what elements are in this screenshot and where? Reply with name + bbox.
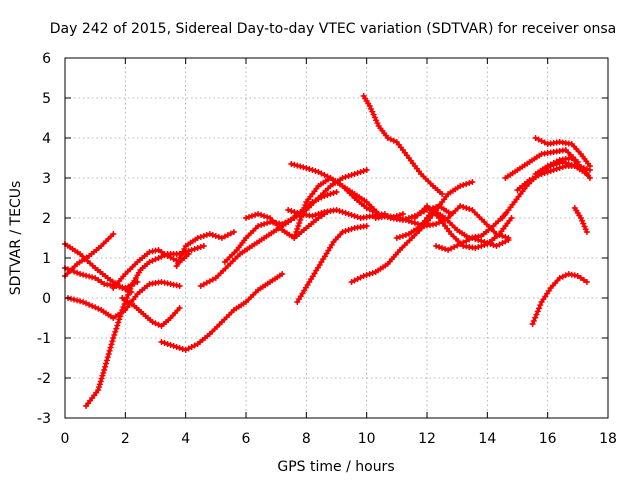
series-plus-markers (158, 271, 286, 353)
x-tick-label: 4 (181, 431, 190, 447)
y-tick-label: -1 (37, 331, 51, 347)
series-arc-29 (571, 205, 590, 235)
series-plus-markers (62, 231, 117, 279)
series-plus-markers (532, 135, 593, 169)
series-arc-08 (158, 271, 286, 353)
series-plus-markers (571, 205, 590, 235)
y-axis-ticks: -3 -2 -1 0 1 2 3 4 5 6 (37, 51, 608, 427)
x-tick-label: 14 (478, 431, 496, 447)
y-axis-label: SDTVAR / TECUs (8, 181, 24, 296)
chart-title: Day 242 of 2015, Sidereal Day-to-day VTE… (50, 21, 617, 37)
series-plus-markers (411, 203, 515, 251)
series-plus-markers (83, 243, 207, 409)
x-tick-label: 10 (358, 431, 376, 447)
grid-lines (65, 58, 608, 418)
y-tick-label: 3 (42, 171, 51, 187)
series-arc-21 (411, 203, 515, 251)
data-series (62, 93, 593, 409)
series-plus-markers (529, 271, 590, 327)
series-arc-27 (532, 155, 593, 181)
series-arc-09 (173, 229, 237, 269)
series-arc-18 (360, 93, 446, 197)
series-plus-markers (502, 147, 581, 181)
y-tick-label: 2 (42, 211, 51, 227)
series-arc-07 (119, 295, 183, 329)
x-tick-label: 0 (61, 431, 70, 447)
series-line (295, 224, 369, 304)
series-arc-26 (532, 135, 593, 169)
series-plus-markers (532, 155, 593, 181)
y-tick-label: -3 (37, 411, 51, 427)
series-arc-22 (433, 235, 512, 253)
x-tick-label: 2 (121, 431, 130, 447)
series-plus-markers (243, 209, 331, 241)
series-plus-markers (173, 229, 237, 269)
series-arc-28 (529, 271, 590, 327)
x-tick-label: 6 (242, 431, 251, 447)
series-plus-markers (294, 223, 370, 305)
plot-frame (64, 57, 609, 419)
series-plus-markers (119, 295, 183, 329)
series-arc-16 (294, 223, 370, 305)
x-axis-ticks: 0 2 4 6 8 10 12 14 16 18 (61, 58, 617, 447)
series-line (395, 208, 507, 240)
y-tick-label: 6 (42, 51, 51, 67)
series-line (362, 94, 444, 196)
series-arc-05 (83, 243, 207, 409)
y-tick-label: 4 (42, 131, 51, 147)
y-tick-label: 1 (42, 251, 51, 267)
series-arc-24 (502, 147, 581, 181)
y-tick-label: -2 (37, 371, 51, 387)
series-plus-markers (360, 93, 446, 197)
series-arc-02 (62, 231, 117, 279)
x-tick-label: 18 (599, 431, 617, 447)
y-tick-label: 0 (42, 291, 51, 307)
x-tick-label: 8 (302, 431, 311, 447)
x-tick-label: 12 (418, 431, 436, 447)
series-arc-12 (243, 209, 331, 241)
x-axis-label: GPS time / hours (277, 459, 394, 475)
series-plus-markers (433, 235, 512, 253)
x-tick-label: 16 (539, 431, 557, 447)
y-tick-label: 5 (42, 91, 51, 107)
